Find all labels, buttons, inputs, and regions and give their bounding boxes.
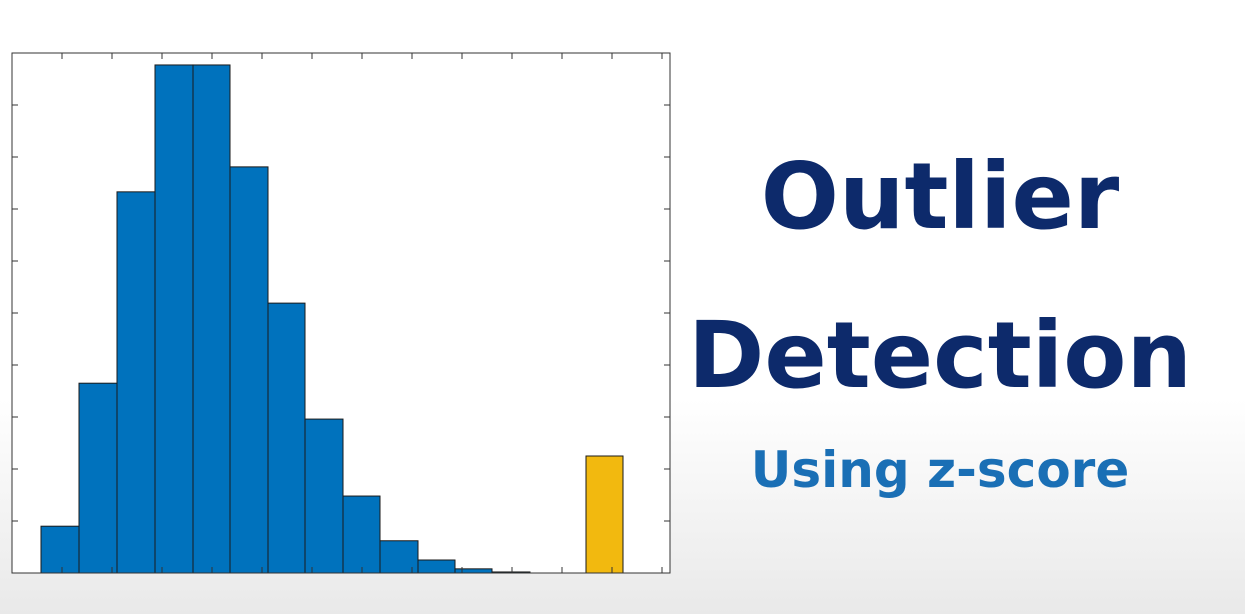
bar <box>40 525 80 574</box>
bar <box>116 191 156 574</box>
bar <box>342 495 381 574</box>
bar <box>585 455 624 574</box>
bar <box>78 382 118 574</box>
title-line: Detection <box>688 302 1192 409</box>
bar <box>267 302 306 574</box>
axes-frame <box>11 52 671 574</box>
subtitle: Using z-score <box>751 441 1129 499</box>
bar <box>229 166 269 574</box>
bar <box>454 568 493 574</box>
bar <box>192 64 231 574</box>
title-line: Outlier <box>761 143 1120 250</box>
bar <box>417 559 456 574</box>
bar <box>154 64 194 574</box>
bar <box>304 418 344 574</box>
